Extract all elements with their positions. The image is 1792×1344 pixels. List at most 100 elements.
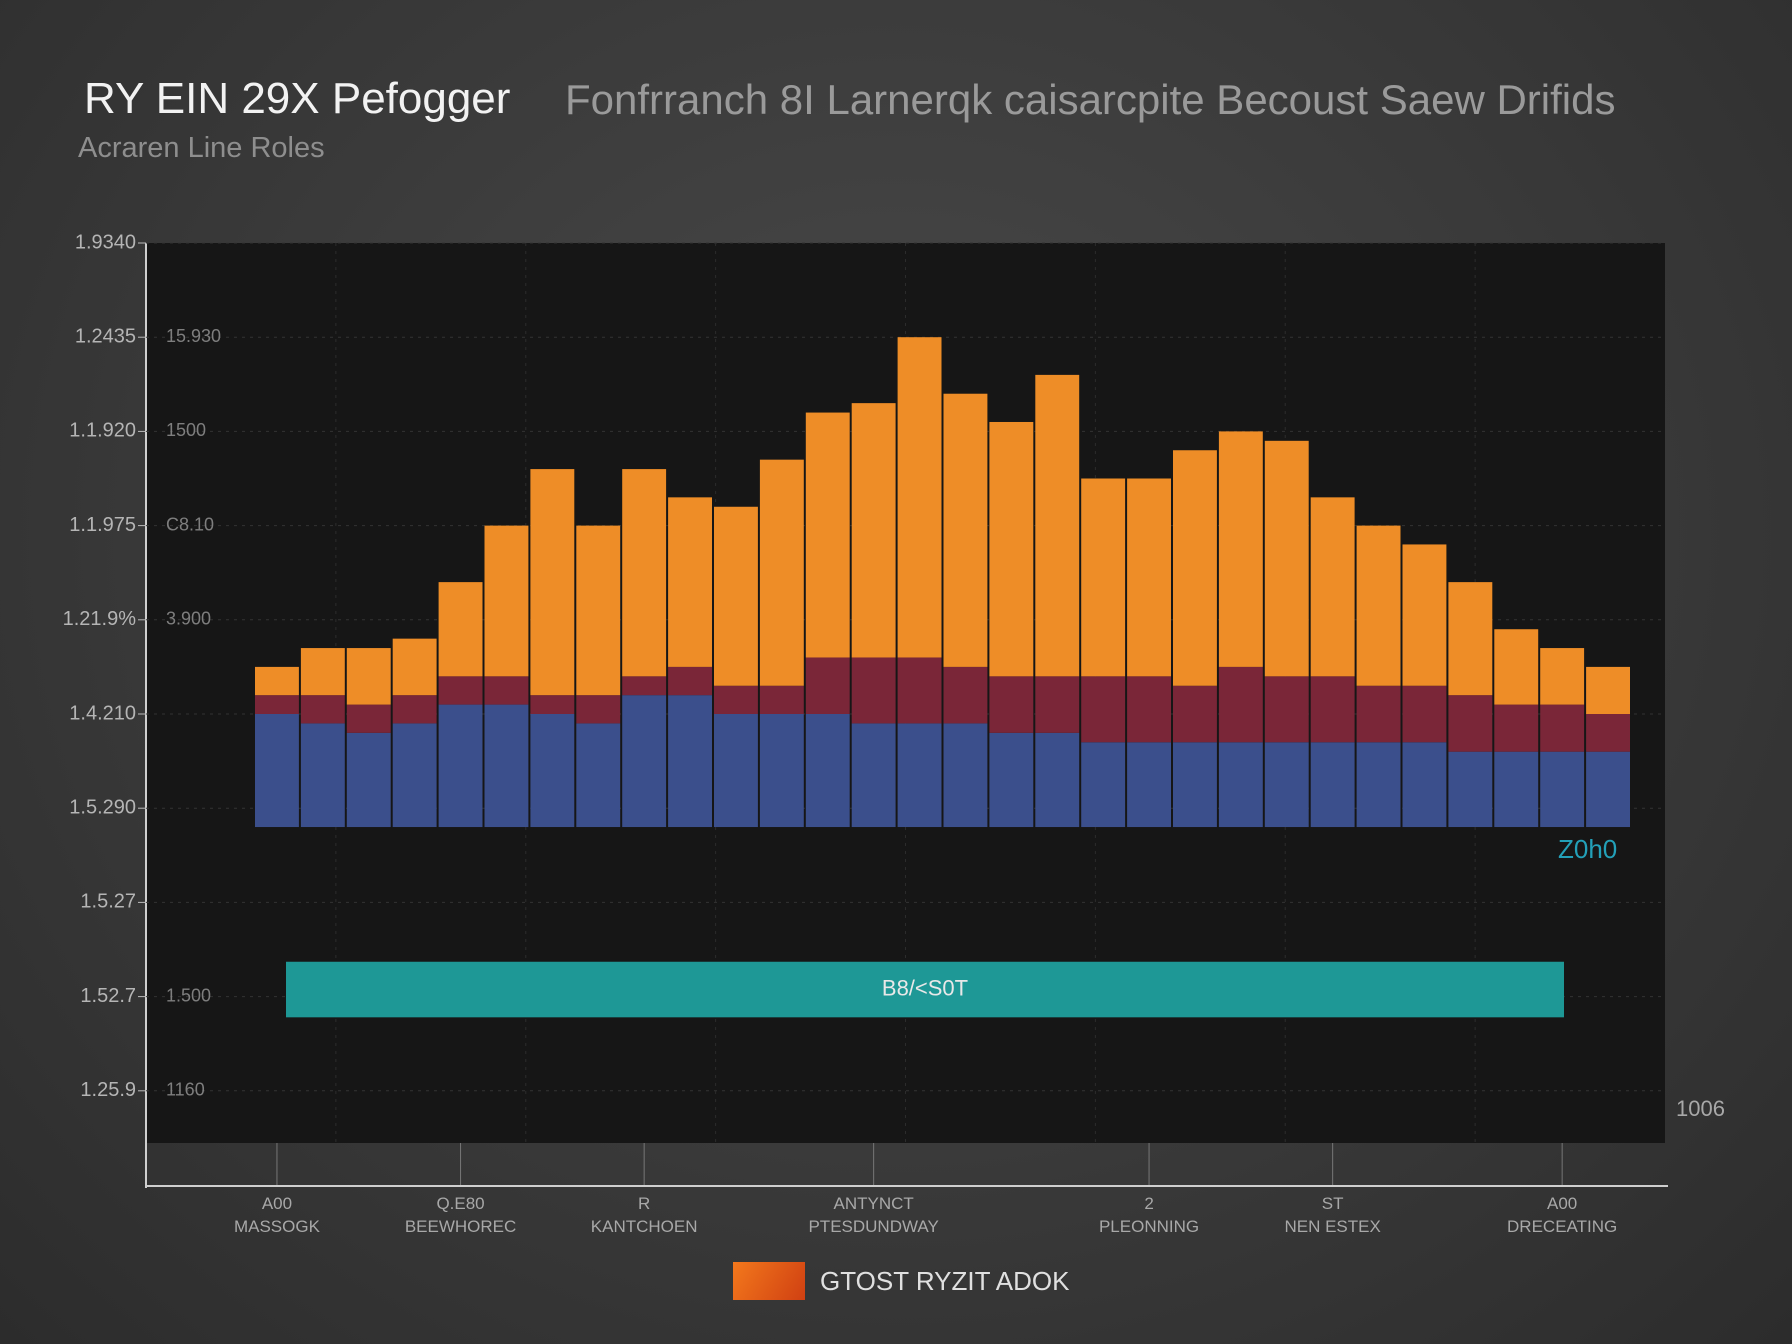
bar-segment bbox=[346, 648, 391, 705]
x-tick-label: A00 MASSOGK bbox=[233, 1194, 320, 1236]
band bbox=[286, 961, 1564, 1018]
bar-segment bbox=[484, 704, 529, 828]
y-tick-label: 1.9340 bbox=[75, 231, 136, 253]
bar-segment bbox=[668, 666, 712, 696]
bar-segment bbox=[989, 732, 1034, 828]
chart-subtitle: Acraren Line Roles bbox=[78, 132, 325, 164]
chart-title-suffix: Fonfrranch 8I Larnerqk caisarcpite Becou… bbox=[565, 76, 1616, 123]
footer: GTOST RYZIT ADOK bbox=[820, 1266, 1070, 1296]
bar-segment bbox=[851, 657, 896, 724]
x-tick-label: ANTYNCT PTESDUNDWAY bbox=[808, 1194, 939, 1236]
bar-segment bbox=[897, 657, 942, 724]
bar-segment bbox=[759, 714, 804, 828]
bar-segment bbox=[300, 648, 345, 696]
bar-segment bbox=[255, 695, 299, 714]
y-tick-label: 1.25.9 bbox=[80, 1079, 136, 1101]
bar-segment bbox=[1494, 751, 1539, 828]
bar-segment bbox=[897, 723, 942, 828]
annotation: Z0h0 bbox=[1558, 834, 1618, 864]
bar-segment bbox=[1127, 676, 1171, 743]
bar-segment bbox=[1310, 742, 1355, 828]
y-tick-label: 1.4.210 bbox=[69, 702, 136, 724]
bar-segment bbox=[1173, 742, 1217, 828]
bar-segment bbox=[1402, 742, 1447, 828]
y-tick-label: 1.5.290 bbox=[69, 796, 136, 818]
bar-segment bbox=[392, 695, 437, 724]
bar-segment bbox=[759, 685, 804, 714]
bar-segment bbox=[576, 723, 621, 828]
bar-segment bbox=[851, 723, 896, 828]
bar-segment bbox=[576, 695, 621, 724]
x-tick-label: A00 DRECEATING bbox=[1507, 1194, 1618, 1236]
bar-segment bbox=[1264, 742, 1309, 828]
bar-segment bbox=[1356, 742, 1401, 828]
bar-segment bbox=[484, 676, 529, 705]
y-tick-label: 1.52.7 bbox=[80, 985, 136, 1007]
bar-segment bbox=[1127, 742, 1171, 828]
y-tick-label: 1.21.9% bbox=[63, 608, 137, 630]
bar-segment bbox=[1540, 648, 1585, 705]
bar-segment bbox=[622, 469, 667, 677]
bar-segment bbox=[1494, 704, 1539, 752]
y2-tick-label: 1500 bbox=[166, 420, 206, 440]
bar-segment bbox=[1264, 440, 1309, 677]
bar-segment bbox=[1127, 478, 1171, 677]
bar-segment bbox=[530, 695, 575, 714]
bar-segment bbox=[1402, 685, 1447, 743]
bar-segment bbox=[1586, 751, 1630, 828]
bar-segment bbox=[989, 421, 1034, 677]
y2-tick-label: 1160 bbox=[166, 1080, 205, 1100]
bar-segment bbox=[1310, 497, 1355, 677]
x-tick-label: R KANTCHOEN bbox=[590, 1194, 698, 1236]
bar-segment bbox=[1356, 685, 1401, 743]
bar-segment bbox=[1035, 374, 1080, 677]
footer-icon bbox=[733, 1262, 805, 1300]
bar-segment bbox=[1035, 732, 1080, 828]
bar-segment bbox=[897, 337, 942, 658]
bar-segment bbox=[1448, 751, 1493, 828]
bar-segment bbox=[668, 497, 712, 667]
bar-segment bbox=[668, 695, 712, 828]
bar-segment bbox=[1540, 704, 1585, 752]
bar-segment bbox=[1173, 450, 1217, 686]
bar-segment bbox=[943, 666, 988, 724]
bar-segment bbox=[714, 506, 758, 686]
y2-tick-label: 15.930 bbox=[166, 326, 221, 346]
bar-segment bbox=[714, 685, 758, 714]
bar-segment bbox=[346, 704, 391, 733]
bar-segment bbox=[1081, 478, 1126, 677]
chart-title: RY EIN 29X Pefogger bbox=[84, 74, 511, 123]
bar-segment bbox=[484, 525, 529, 677]
bar-segment bbox=[1448, 695, 1493, 752]
y-tick-label: 1.1.920 bbox=[69, 420, 136, 442]
bar-segment bbox=[438, 582, 483, 677]
y-tick-label: 1.2435 bbox=[75, 325, 136, 347]
bar-segment bbox=[530, 714, 575, 828]
bar-segment bbox=[346, 732, 391, 828]
bar-segment bbox=[851, 403, 896, 658]
y2-tick-label: C8.10 bbox=[166, 514, 214, 534]
bar-segment bbox=[1402, 544, 1447, 686]
bar-segment bbox=[1356, 525, 1401, 686]
bar-segment bbox=[805, 657, 850, 714]
bar-segment bbox=[392, 723, 437, 828]
bar-segment bbox=[300, 723, 345, 828]
bar-segment bbox=[255, 666, 299, 696]
bar-segment bbox=[1035, 676, 1080, 733]
x-tick-label: ST NEN ESTEX bbox=[1284, 1194, 1381, 1236]
bar-segment bbox=[438, 676, 483, 705]
y-tick-label: 1.5.27 bbox=[80, 891, 136, 913]
bar-segment bbox=[1586, 666, 1630, 714]
bar-segment bbox=[576, 525, 621, 696]
bar-segment bbox=[943, 723, 988, 828]
bar-segment bbox=[622, 695, 667, 828]
bar-segment bbox=[1218, 742, 1263, 828]
bar-segment bbox=[759, 459, 804, 686]
bar-segment bbox=[1264, 676, 1309, 743]
bar-segment bbox=[622, 676, 667, 696]
y-tick-label: 1.1.975 bbox=[69, 514, 136, 536]
bar-segment bbox=[1448, 582, 1493, 696]
y2-tick-label: 1.500 bbox=[166, 985, 211, 1005]
